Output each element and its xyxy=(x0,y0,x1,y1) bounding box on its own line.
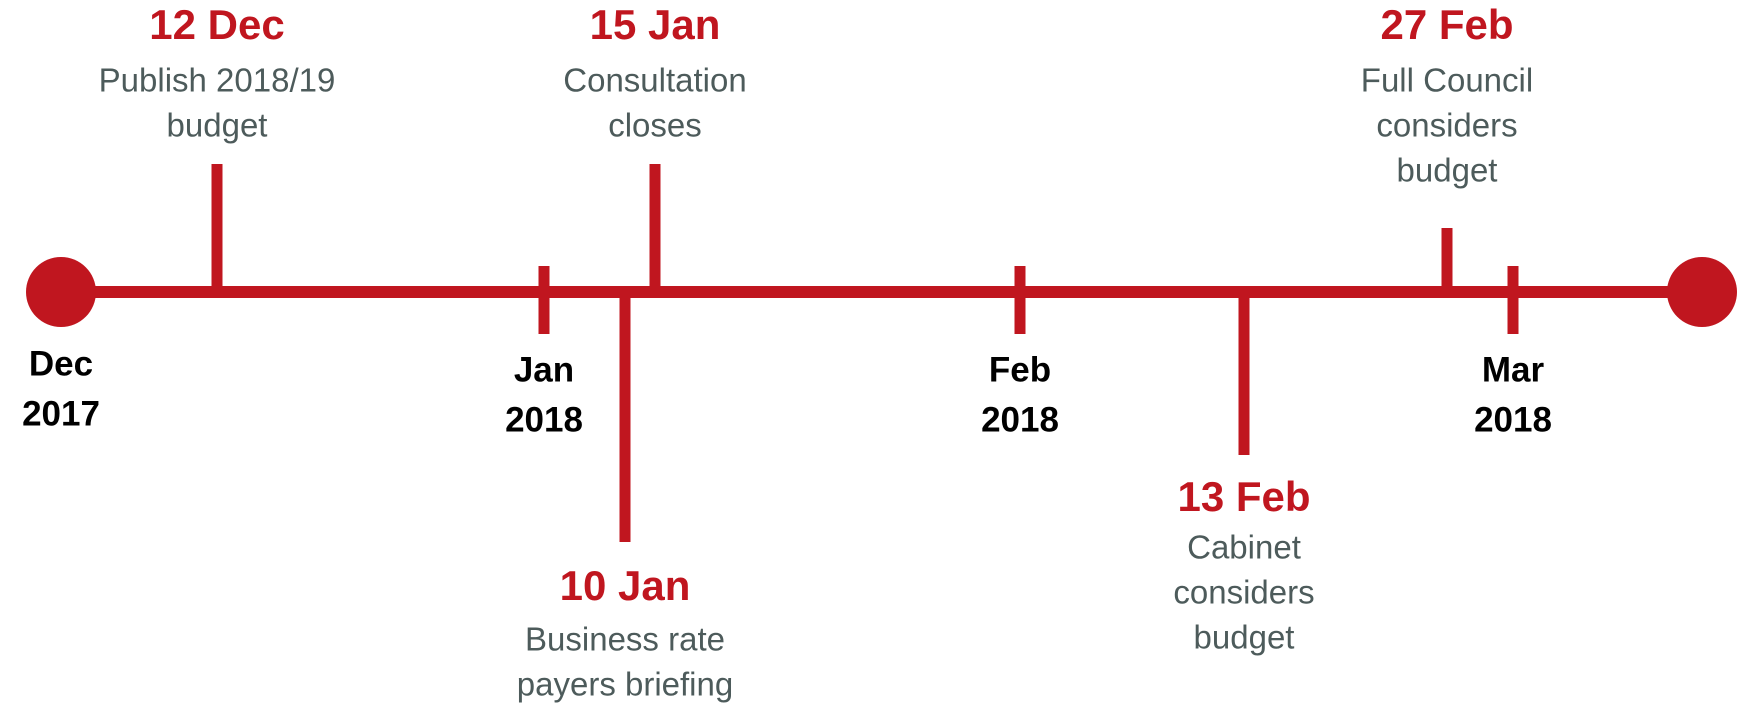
end-dot xyxy=(1667,257,1737,327)
event-date: 10 Jan xyxy=(560,562,691,609)
event-description: budget xyxy=(167,107,268,144)
year-label: 2018 xyxy=(505,400,583,439)
event-description: Consultation xyxy=(563,62,746,99)
start-dot xyxy=(26,257,96,327)
event-description: budget xyxy=(1397,152,1498,189)
month-label: Feb xyxy=(989,350,1051,389)
event-description: Business rate xyxy=(525,621,725,658)
event-description: payers briefing xyxy=(517,666,733,703)
month-label: Mar xyxy=(1482,350,1545,389)
event-description: closes xyxy=(608,107,702,144)
event-date: 27 Feb xyxy=(1380,1,1513,48)
event-description: budget xyxy=(1194,619,1295,656)
event-date: 12 Dec xyxy=(149,1,284,48)
event-description: Cabinet xyxy=(1187,529,1301,566)
month-label: Jan xyxy=(514,350,574,389)
event-description: considers xyxy=(1173,574,1314,611)
event-description: Publish 2018/19 xyxy=(99,62,336,99)
year-label: 2018 xyxy=(981,400,1059,439)
event-description: considers xyxy=(1376,107,1517,144)
event-date: 13 Feb xyxy=(1177,473,1310,520)
year-label: 2017 xyxy=(22,394,100,433)
month-label: Dec xyxy=(29,344,93,383)
year-label: 2018 xyxy=(1474,400,1552,439)
event-date: 15 Jan xyxy=(590,1,721,48)
event-description: Full Council xyxy=(1361,62,1533,99)
